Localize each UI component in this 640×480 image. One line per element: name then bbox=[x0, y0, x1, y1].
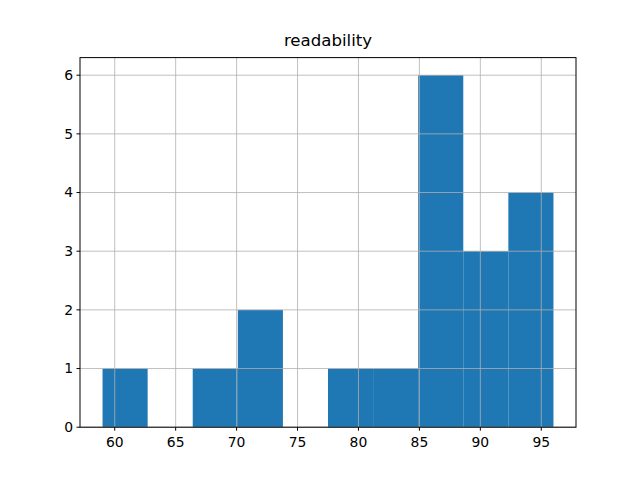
x-tick-label: 75 bbox=[289, 434, 307, 450]
x-tick-label: 85 bbox=[411, 434, 429, 450]
y-tick-label: 4 bbox=[64, 184, 73, 200]
y-tick-label: 5 bbox=[64, 126, 73, 142]
histogram-bar bbox=[373, 369, 418, 428]
histogram-bar bbox=[103, 369, 148, 428]
y-tick-label: 3 bbox=[64, 243, 73, 259]
x-tick-label: 80 bbox=[350, 434, 368, 450]
x-tick-label: 60 bbox=[106, 434, 124, 450]
histogram-bar bbox=[328, 369, 373, 428]
y-tick-label: 6 bbox=[64, 67, 73, 83]
x-tick-label: 70 bbox=[228, 434, 246, 450]
y-tick-label: 2 bbox=[64, 302, 73, 318]
x-tick-label: 95 bbox=[532, 434, 550, 450]
x-tick-label: 90 bbox=[471, 434, 489, 450]
y-tick-label: 1 bbox=[64, 360, 73, 376]
histogram-bar bbox=[193, 369, 238, 428]
y-tick-label: 0 bbox=[64, 419, 73, 435]
histogram-chart: 60 65 70 75 80 85 90 95 0 1 2 3 4 5 6 bbox=[0, 0, 640, 480]
histogram-bar bbox=[463, 251, 508, 427]
figure: readability 60657075808590950123456 bbox=[0, 0, 640, 480]
x-tick-label: 65 bbox=[167, 434, 185, 450]
